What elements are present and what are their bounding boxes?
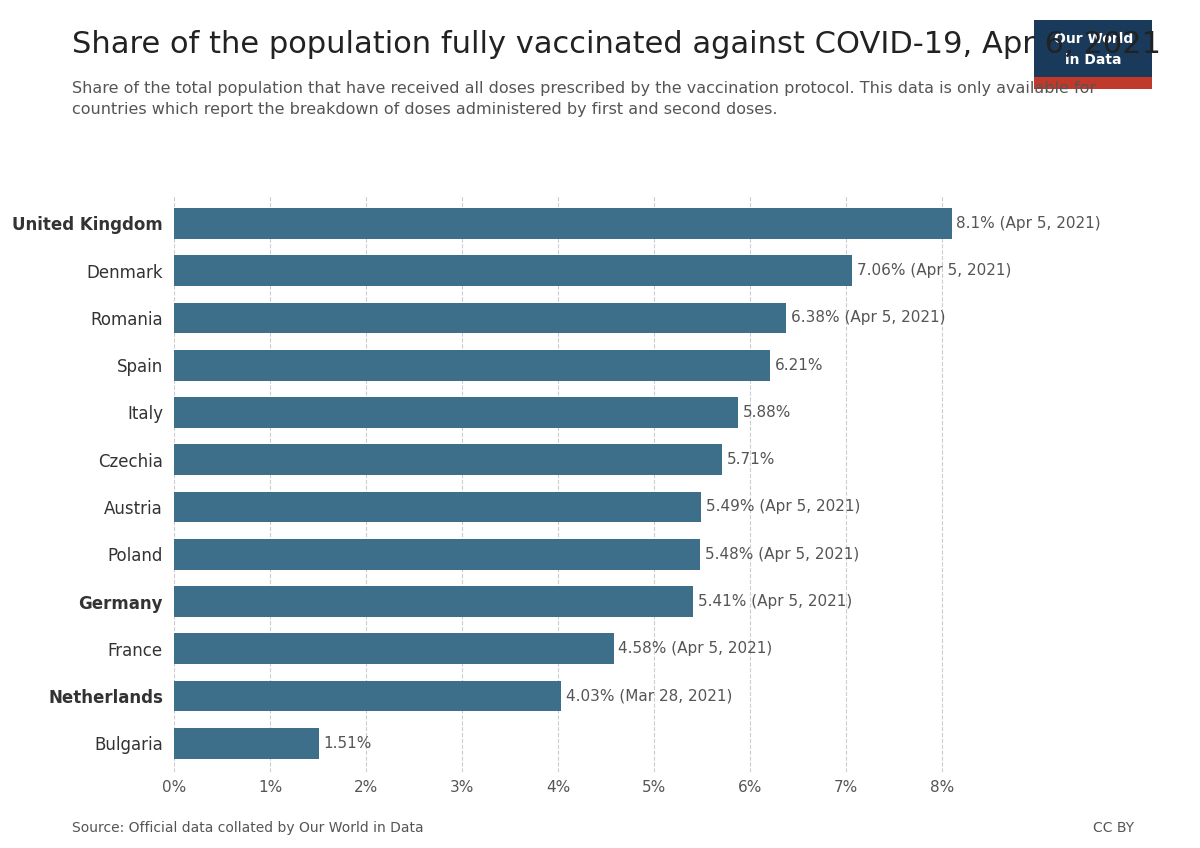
Text: 6.21%: 6.21%: [775, 358, 823, 373]
Text: 5.49% (Apr 5, 2021): 5.49% (Apr 5, 2021): [706, 499, 860, 515]
Bar: [174, 492, 701, 522]
Bar: [174, 350, 770, 381]
Bar: [174, 303, 786, 333]
Text: 8.1% (Apr 5, 2021): 8.1% (Apr 5, 2021): [956, 216, 1102, 231]
Bar: [174, 586, 694, 616]
Text: 5.71%: 5.71%: [727, 452, 775, 467]
Bar: [174, 538, 700, 570]
Bar: [174, 728, 319, 759]
Bar: [174, 208, 952, 239]
Bar: [174, 397, 738, 428]
Text: in Data: in Data: [1064, 53, 1122, 67]
Bar: [174, 681, 560, 711]
Text: 4.58% (Apr 5, 2021): 4.58% (Apr 5, 2021): [618, 641, 773, 656]
Text: Share of the population fully vaccinated against COVID-19, Apr 6, 2021: Share of the population fully vaccinated…: [72, 30, 1162, 59]
Bar: [174, 633, 613, 664]
Text: 7.06% (Apr 5, 2021): 7.06% (Apr 5, 2021): [857, 263, 1010, 278]
Text: 5.48% (Apr 5, 2021): 5.48% (Apr 5, 2021): [704, 547, 859, 561]
Text: 1.51%: 1.51%: [324, 736, 372, 750]
Bar: [1034, 76, 1152, 89]
Text: CC BY: CC BY: [1093, 821, 1134, 835]
Text: 5.88%: 5.88%: [743, 405, 792, 420]
Text: 6.38% (Apr 5, 2021): 6.38% (Apr 5, 2021): [791, 310, 946, 326]
Bar: [174, 255, 852, 286]
Text: Source: Official data collated by Our World in Data: Source: Official data collated by Our Wo…: [72, 821, 424, 835]
Text: 5.41% (Apr 5, 2021): 5.41% (Apr 5, 2021): [698, 594, 852, 609]
Text: Our World: Our World: [1054, 32, 1133, 46]
Bar: [174, 444, 722, 475]
Text: Share of the total population that have received all doses prescribed by the vac: Share of the total population that have …: [72, 81, 1096, 116]
Text: 4.03% (Mar 28, 2021): 4.03% (Mar 28, 2021): [565, 689, 732, 704]
